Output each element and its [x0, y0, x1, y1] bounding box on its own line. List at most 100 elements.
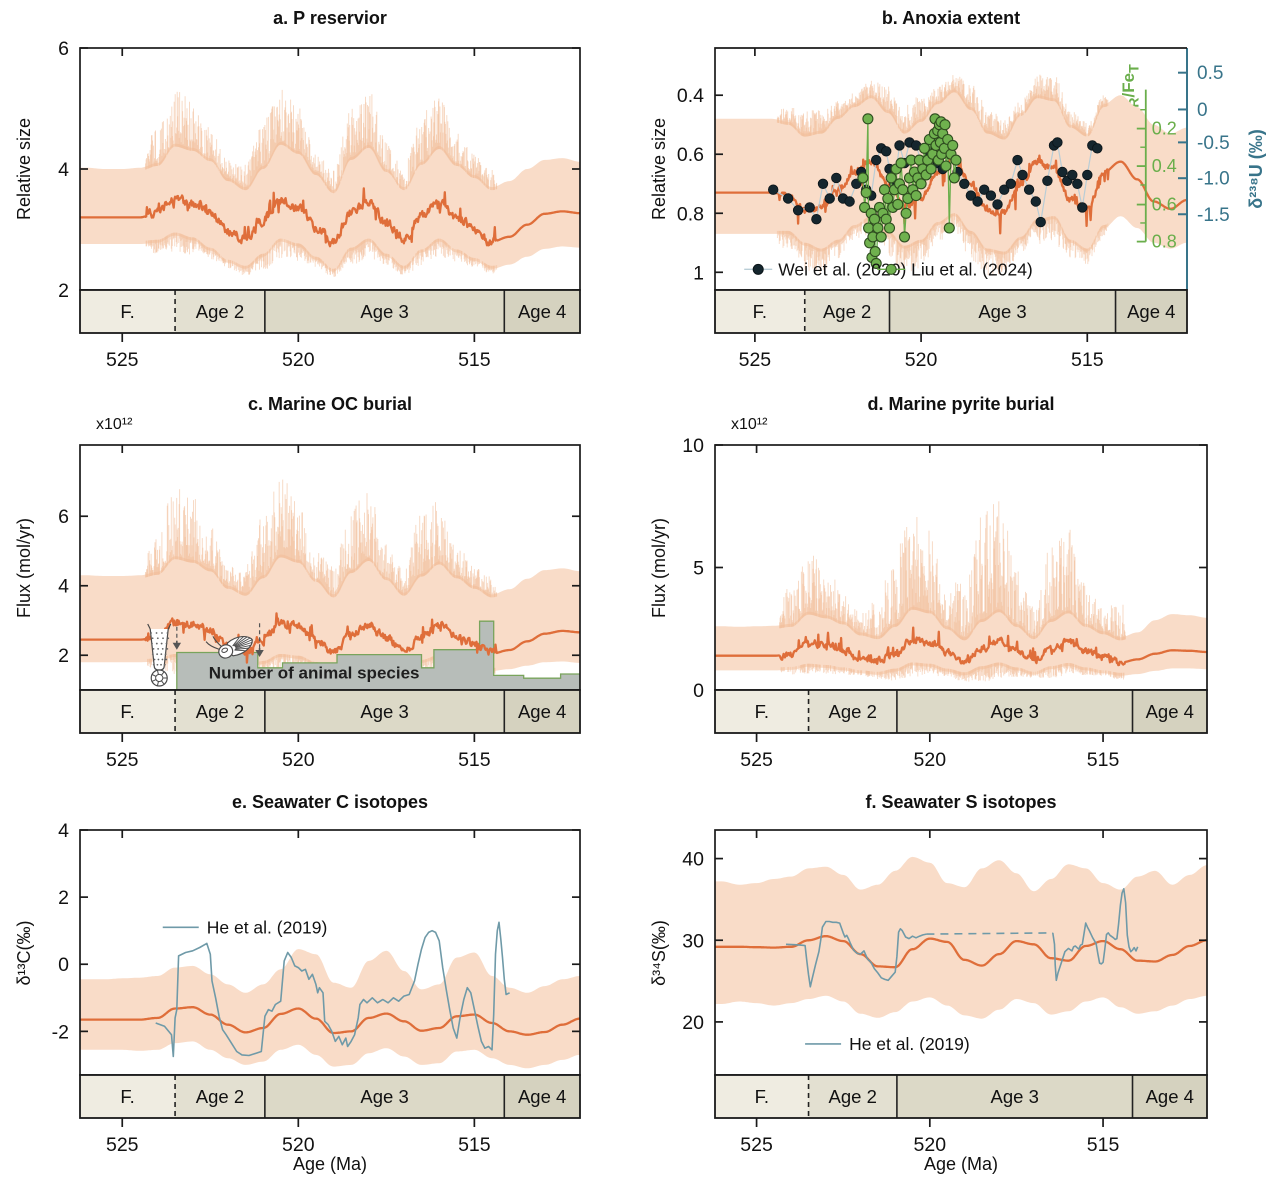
legend-label: Wei et al. (2020) [778, 259, 906, 279]
x-tick-label: 520 [914, 749, 947, 771]
age-label: Age 3 [360, 1086, 408, 1107]
x-tick-label: 520 [914, 1134, 947, 1156]
model-mean-line [715, 626, 1207, 667]
geologic-age-bar: F. Age 2 Age 3 Age 4 525 520 515 [714, 289, 1188, 371]
fossil-icons [147, 623, 253, 687]
uncertainty-spike-fringe [779, 501, 1126, 682]
x-tick-label: 525 [740, 1134, 773, 1156]
age-label: Age 3 [991, 1086, 1039, 1107]
age-label: Age 4 [518, 301, 566, 322]
panel-d-title: d. Marine pyrite burial [867, 394, 1055, 414]
origination-arrow-2 [255, 623, 264, 657]
svg-text:0.6: 0.6 [1152, 195, 1177, 215]
legend-label: Liu et al. (2024) [911, 259, 1033, 279]
age-label: Age 3 [991, 701, 1039, 722]
x-tick-label: 515 [1087, 749, 1120, 771]
uncertainty-band [80, 554, 580, 671]
y-tick-label: 30 [682, 930, 704, 952]
y-tick-label: 4 [58, 159, 69, 181]
panel-e-seawater-c-isotopes: e. Seawater C isotopes δ¹³C(‰) Age (Ma) … [0, 780, 635, 1181]
age-label: F. [755, 1086, 769, 1107]
age-label: Age 3 [360, 701, 408, 722]
x-tick-label: 515 [458, 749, 491, 771]
y-tick-label: 2 [58, 645, 69, 667]
svg-text:0: 0 [1197, 100, 1208, 121]
plot-area [715, 501, 1207, 682]
plot-area [80, 89, 580, 277]
plot-frame: 0.4 0.6 0.8 1 [677, 47, 1187, 291]
trilobite-fossil-icon [205, 636, 253, 659]
y-tick-label: 0.6 [677, 144, 704, 166]
age-label: Age 4 [1146, 1086, 1194, 1107]
panel-f-title: f. Seawater S isotopes [865, 792, 1057, 812]
plot-area [80, 921, 580, 1069]
svg-text:0.5: 0.5 [1197, 63, 1223, 84]
x-tick-label: 525 [106, 349, 139, 371]
panel-c-marine-oc-burial: c. Marine OC burial Flux (mol/yr) x10¹² … [0, 380, 635, 780]
uncertainty-band [715, 856, 1207, 1019]
svg-text:0.2: 0.2 [1152, 119, 1177, 139]
y-tick-label: 5 [693, 558, 704, 580]
y-tick-label: 2 [58, 280, 69, 302]
model-mean-line [80, 1006, 580, 1036]
age-label: Age 4 [518, 701, 566, 722]
x-tick-label: 520 [282, 349, 315, 371]
panel-f-seawater-s-isotopes: f. Seawater S isotopes δ³⁴S(‰) Age (Ma) … [635, 780, 1269, 1181]
x-tick-label: 515 [458, 1134, 491, 1156]
he-2019-line [785, 888, 1139, 988]
uncertainty-spike-fringe [145, 89, 498, 277]
age-label: Age 2 [196, 701, 244, 722]
plot-area [715, 856, 1207, 1019]
svg-text:-1.5: -1.5 [1197, 205, 1230, 226]
x-tick-label: 520 [282, 1134, 315, 1156]
plot-area [715, 74, 1187, 276]
age-label: Age 3 [978, 301, 1026, 322]
y-tick-label: 6 [58, 506, 69, 528]
plot-area: Number of animal species [80, 479, 580, 690]
age-label: F. [120, 1086, 134, 1107]
legend: He et al. (2019) [805, 1034, 970, 1054]
y-tick-label: 6 [58, 38, 69, 60]
age-label: F. [753, 301, 767, 322]
he-2019-line [155, 921, 510, 1058]
geologic-age-bar: F. Age 2 Age 3 Age 4 525 520 515 [79, 689, 581, 771]
legend: Wei et al. (2020) Liu et al. (2024) [744, 259, 1033, 279]
uncertainty-spike-fringe [776, 74, 1109, 276]
model-mean-line [80, 187, 580, 248]
panel-b-plot: 0.2 0.4 0.6 0.8 0.5 0 -0.5 -1.0 -1.5 Wei et al. (… [677, 47, 1230, 371]
geologic-age-bar: F. Age 2 Age 3 Age 4 525 520 515 [79, 289, 581, 371]
age-label: F. [120, 701, 134, 722]
age-label: Age 2 [823, 301, 871, 322]
y-tick-label: 4 [58, 820, 69, 842]
legend-label: He et al. (2019) [849, 1034, 970, 1054]
age-label: Age 2 [829, 701, 877, 722]
histogram-label: Number of animal species [209, 664, 420, 683]
y-tick-label: 0 [58, 954, 69, 976]
legend: He et al. (2019) [162, 917, 328, 937]
fe-ratio-inset-axis: 0.2 0.4 0.6 0.8 [1136, 89, 1177, 252]
panel-f-plot: He et al. (2019) 20 30 40 F. Age 2 Age 3 Age 4 5… [682, 829, 1208, 1156]
panel-c-title: c. Marine OC burial [247, 394, 413, 414]
x-tick-label: 525 [739, 349, 772, 371]
x-tick-label: 525 [106, 1134, 139, 1156]
x-tick-label: 525 [106, 749, 139, 771]
legend-label: He et al. (2019) [207, 917, 328, 937]
y-tick-label: 4 [58, 576, 69, 598]
x-tick-label: 515 [458, 349, 491, 371]
age-label: Age 4 [518, 1086, 566, 1107]
panel-a-title: a. P reservior [273, 8, 387, 28]
y-tick-label: 0 [693, 680, 704, 702]
delta-u238-right-axis: 0.5 0 -0.5 -1.0 -1.5 [1178, 48, 1230, 290]
age-label: Age 2 [196, 301, 244, 322]
panel-a-plot: 2 4 6 F. Age 2 Age 3 Age 4 525 520 515 [58, 38, 581, 371]
geologic-age-bar: F. Age 2 Age 3 Age 4 525 520 515 [79, 1074, 581, 1156]
x-tick-label: 515 [1071, 349, 1104, 371]
y-tick-label: -2 [52, 1021, 69, 1043]
panel-d-plot: 0 5 10 F. Age 2 Age 3 Age 4 525 520 515 [682, 435, 1208, 771]
y-tick-label: 20 [682, 1012, 704, 1034]
panel-e-title: e. Seawater C isotopes [231, 792, 429, 812]
y-tick-label: 0.8 [677, 203, 704, 225]
panel-e-plot: He et al. (2019) -2 0 2 4 F. Age 2 Age 3 Age 4 52… [52, 820, 581, 1156]
